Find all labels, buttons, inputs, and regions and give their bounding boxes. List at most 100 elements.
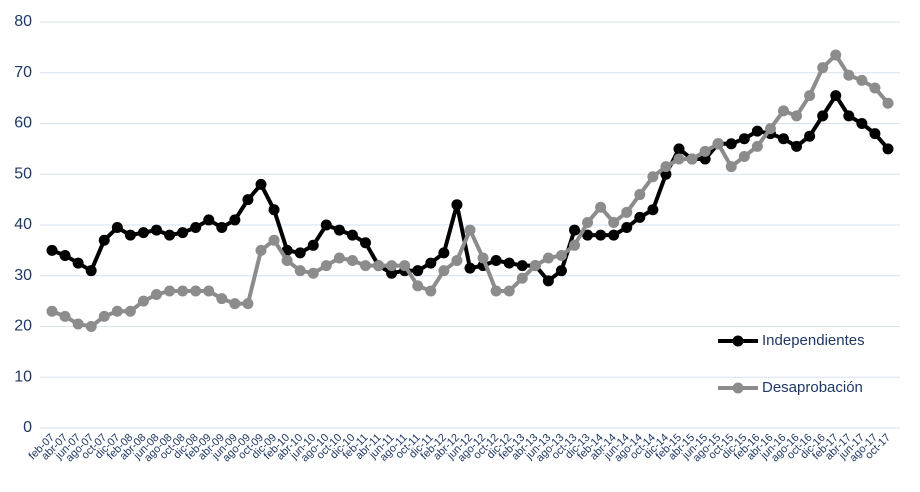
y-tick-label: 40 [14,216,32,233]
data-point [294,247,306,259]
data-point [882,97,894,109]
data-point [177,227,189,239]
data-point [699,145,711,157]
data-point [712,138,724,150]
y-tick-label: 20 [14,318,32,335]
data-point [451,199,463,211]
y-tick-label: 70 [14,64,32,81]
data-point [124,305,136,317]
data-point [725,161,737,173]
data-point [764,123,776,135]
data-point [203,214,215,226]
data-point [412,280,424,292]
data-point [386,267,398,279]
data-point [634,189,646,201]
data-point [164,229,176,241]
data-point [804,130,816,142]
data-point [608,229,620,241]
data-point [137,227,149,239]
data-point [569,224,580,236]
data-point [59,310,71,322]
data-point [830,49,842,61]
data-point [229,298,241,310]
series-line [51,52,890,329]
data-point [203,285,215,297]
y-tick-label: 80 [14,13,32,30]
y-tick-label: 60 [14,115,32,132]
data-point [346,255,358,267]
legend-marker [732,382,744,394]
data-point [856,118,868,129]
data-point [647,204,659,216]
legend-label: Desaprobación [762,379,863,396]
data-point [360,260,371,272]
data-point [216,222,228,234]
data-point [111,222,123,234]
data-point [438,265,450,277]
data-point [555,265,567,277]
data-point [294,265,306,277]
data-point [333,252,345,264]
data-point [843,69,855,81]
y-tick-label: 50 [14,165,32,182]
data-point [791,140,803,152]
data-point [673,143,685,155]
data-point [412,265,424,277]
data-point [503,257,515,269]
data-point [151,224,162,236]
data-point [542,275,554,287]
y-tick-label: 30 [14,267,32,284]
data-point [307,267,319,279]
data-point [647,171,659,183]
data-point [346,229,358,241]
data-point [778,105,789,117]
data-point [673,153,685,165]
data-point [595,229,607,241]
data-point [856,74,868,86]
data-point [333,224,345,236]
data-point [569,239,580,251]
data-point [164,285,176,297]
data-point [516,272,528,284]
data-point [595,201,607,213]
data-point [72,318,84,330]
data-point [634,211,646,223]
data-point [111,305,123,317]
data-point [686,153,698,165]
data-point [360,237,371,249]
data-point [72,257,84,269]
data-point [386,260,398,272]
data-point [830,90,842,102]
data-point [229,214,241,226]
data-point [373,260,385,272]
data-point [529,260,541,272]
data-point [490,285,502,297]
data-point [190,285,202,297]
data-point [281,255,293,267]
data-point [817,62,829,74]
data-point [255,178,267,190]
data-point [621,206,633,218]
data-point [869,82,881,94]
data-point [477,252,489,264]
data-point [751,140,763,152]
data-point [242,194,254,206]
data-point [85,265,97,277]
data-point [59,249,71,261]
data-point [464,262,476,274]
data-point [660,161,672,173]
y-tick-label: 0 [23,419,32,436]
data-point [307,239,319,251]
data-point [190,222,202,234]
data-point [791,110,803,122]
data-point [503,285,515,297]
data-point [555,249,567,261]
data-point [660,168,672,180]
data-point [582,216,594,228]
data-point [46,305,58,317]
data-point [98,310,110,322]
data-point [516,260,528,272]
data-point [151,289,162,301]
data-point [268,234,280,246]
